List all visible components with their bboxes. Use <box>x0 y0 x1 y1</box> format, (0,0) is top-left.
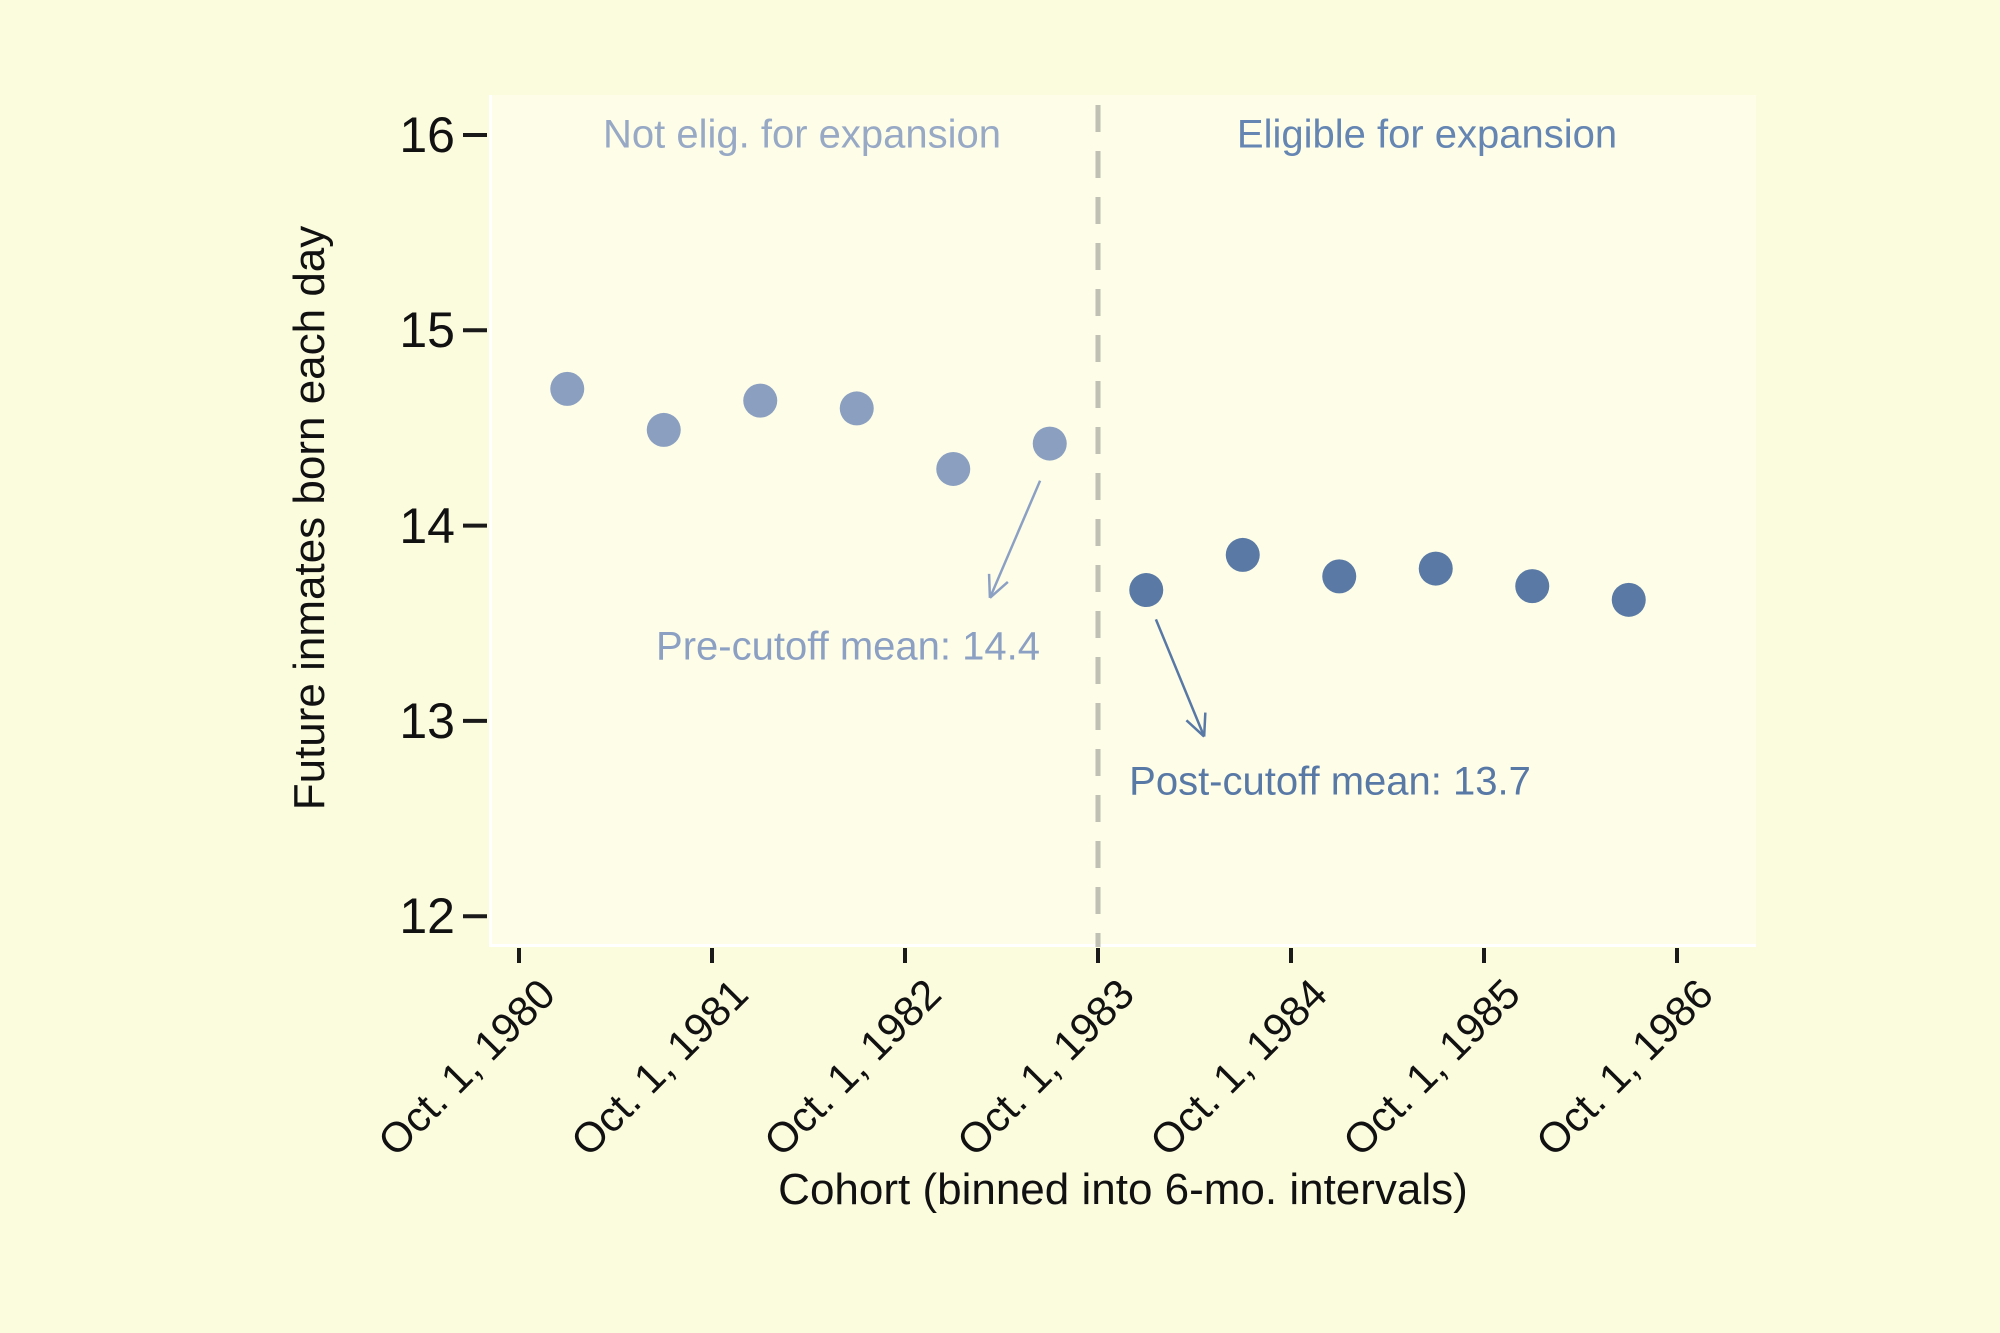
data-point <box>550 371 585 406</box>
x-axis-title: Cohort (binned into 6-mo. intervals) <box>778 1165 1468 1214</box>
plot-panel <box>489 95 1756 947</box>
data-point <box>1418 551 1453 586</box>
annotation-arrowhead <box>989 580 1009 599</box>
y-tick-label: 15 <box>399 302 455 359</box>
y-tick-label: 16 <box>399 107 455 163</box>
region-label-eligible: Eligible for expansion <box>1236 112 1618 157</box>
data-point <box>646 412 681 447</box>
annotation-pre-cutoff-mean: Pre-cutoff mean: 14.4 <box>656 624 1040 669</box>
annotation-arrowhead <box>1185 719 1205 738</box>
annotation-arrow <box>1154 618 1206 737</box>
y-tick-label: 13 <box>399 692 455 749</box>
y-tick-label: 14 <box>399 497 455 554</box>
annotation-post-cutoff-mean: Post-cutoff mean: 13.7 <box>1129 759 1531 804</box>
data-point <box>936 451 971 486</box>
annotation-arrow <box>988 480 1042 599</box>
data-point <box>1225 537 1260 572</box>
data-point <box>1611 582 1646 617</box>
data-point <box>839 391 874 426</box>
annotation-arrowhead <box>1202 712 1207 737</box>
region-label-not-eligible: Not elig. for expansion <box>602 112 1002 157</box>
y-tick-label: 12 <box>399 888 455 945</box>
data-point <box>1515 569 1550 604</box>
data-point <box>1322 559 1357 594</box>
data-point <box>1129 573 1164 608</box>
data-point <box>1032 426 1067 461</box>
annotation-arrowhead <box>987 573 992 598</box>
data-point <box>743 383 778 418</box>
